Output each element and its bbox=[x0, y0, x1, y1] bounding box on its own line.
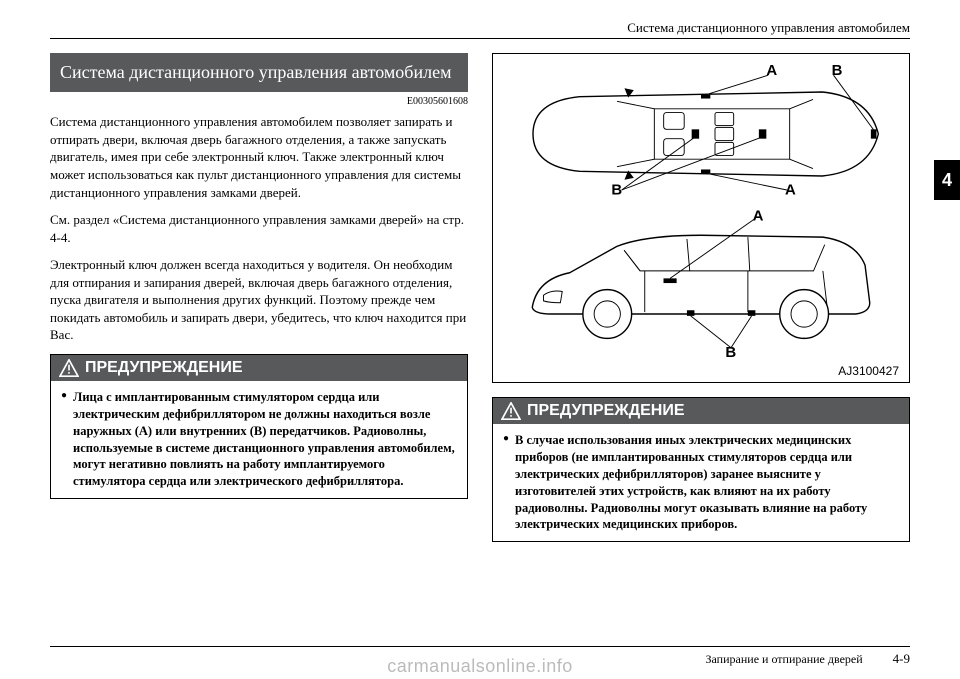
watermark: carmanualsonline.info bbox=[0, 656, 960, 677]
content-columns: Система дистанционного управления автомо… bbox=[50, 53, 910, 542]
svg-text:B: B bbox=[725, 344, 736, 359]
warning-triangle-icon bbox=[501, 402, 521, 420]
warning-text: Лица с имплантированным стимулятором сер… bbox=[61, 389, 457, 490]
paragraph-2: См. раздел «Система дистанционного управ… bbox=[50, 211, 468, 246]
figure-box: A B B A bbox=[492, 53, 910, 383]
header-rule bbox=[50, 38, 910, 39]
section-title: Система дистанционного управления автомо… bbox=[50, 53, 468, 92]
svg-text:A: A bbox=[766, 64, 777, 79]
paragraph-1: Система дистанционного управления автомо… bbox=[50, 113, 468, 201]
warning-triangle-icon bbox=[59, 359, 79, 377]
chapter-tab: 4 bbox=[934, 160, 960, 200]
svg-text:B: B bbox=[611, 182, 622, 199]
svg-text:A: A bbox=[785, 182, 796, 199]
warning-heading: ПРЕДУПРЕЖДЕНИЕ bbox=[493, 398, 909, 424]
right-column: A B B A bbox=[492, 53, 910, 542]
svg-text:B: B bbox=[832, 64, 843, 79]
car-side-view: A B bbox=[511, 209, 891, 359]
warning-text: В случае использования иных электрически… bbox=[503, 432, 899, 533]
warning-box-right: ПРЕДУПРЕЖДЕНИЕ В случае использования ин… bbox=[492, 397, 910, 542]
warning-box-left: ПРЕДУПРЕЖДЕНИЕ Лица с имплантированным с… bbox=[50, 354, 468, 499]
page: Система дистанционного управления автомо… bbox=[0, 0, 960, 679]
warning-body: Лица с имплантированным стимулятором сер… bbox=[51, 381, 467, 498]
warning-heading-text: ПРЕДУПРЕЖДЕНИЕ bbox=[85, 359, 243, 377]
running-header: Система дистанционного управления автомо… bbox=[50, 20, 910, 36]
paragraph-3: Электронный ключ должен всегда находитьс… bbox=[50, 256, 468, 344]
warning-heading-text: ПРЕДУПРЕЖДЕНИЕ bbox=[527, 402, 685, 420]
left-column: Система дистанционного управления автомо… bbox=[50, 53, 468, 542]
warning-heading: ПРЕДУПРЕЖДЕНИЕ bbox=[51, 355, 467, 381]
figure-code: AJ3100427 bbox=[503, 364, 899, 378]
chapter-number: 4 bbox=[942, 170, 952, 191]
reference-code: E00305601608 bbox=[50, 96, 468, 107]
car-top-view: A B B A bbox=[511, 64, 891, 204]
svg-text:A: A bbox=[753, 209, 764, 224]
warning-body: В случае использования иных электрически… bbox=[493, 424, 909, 541]
